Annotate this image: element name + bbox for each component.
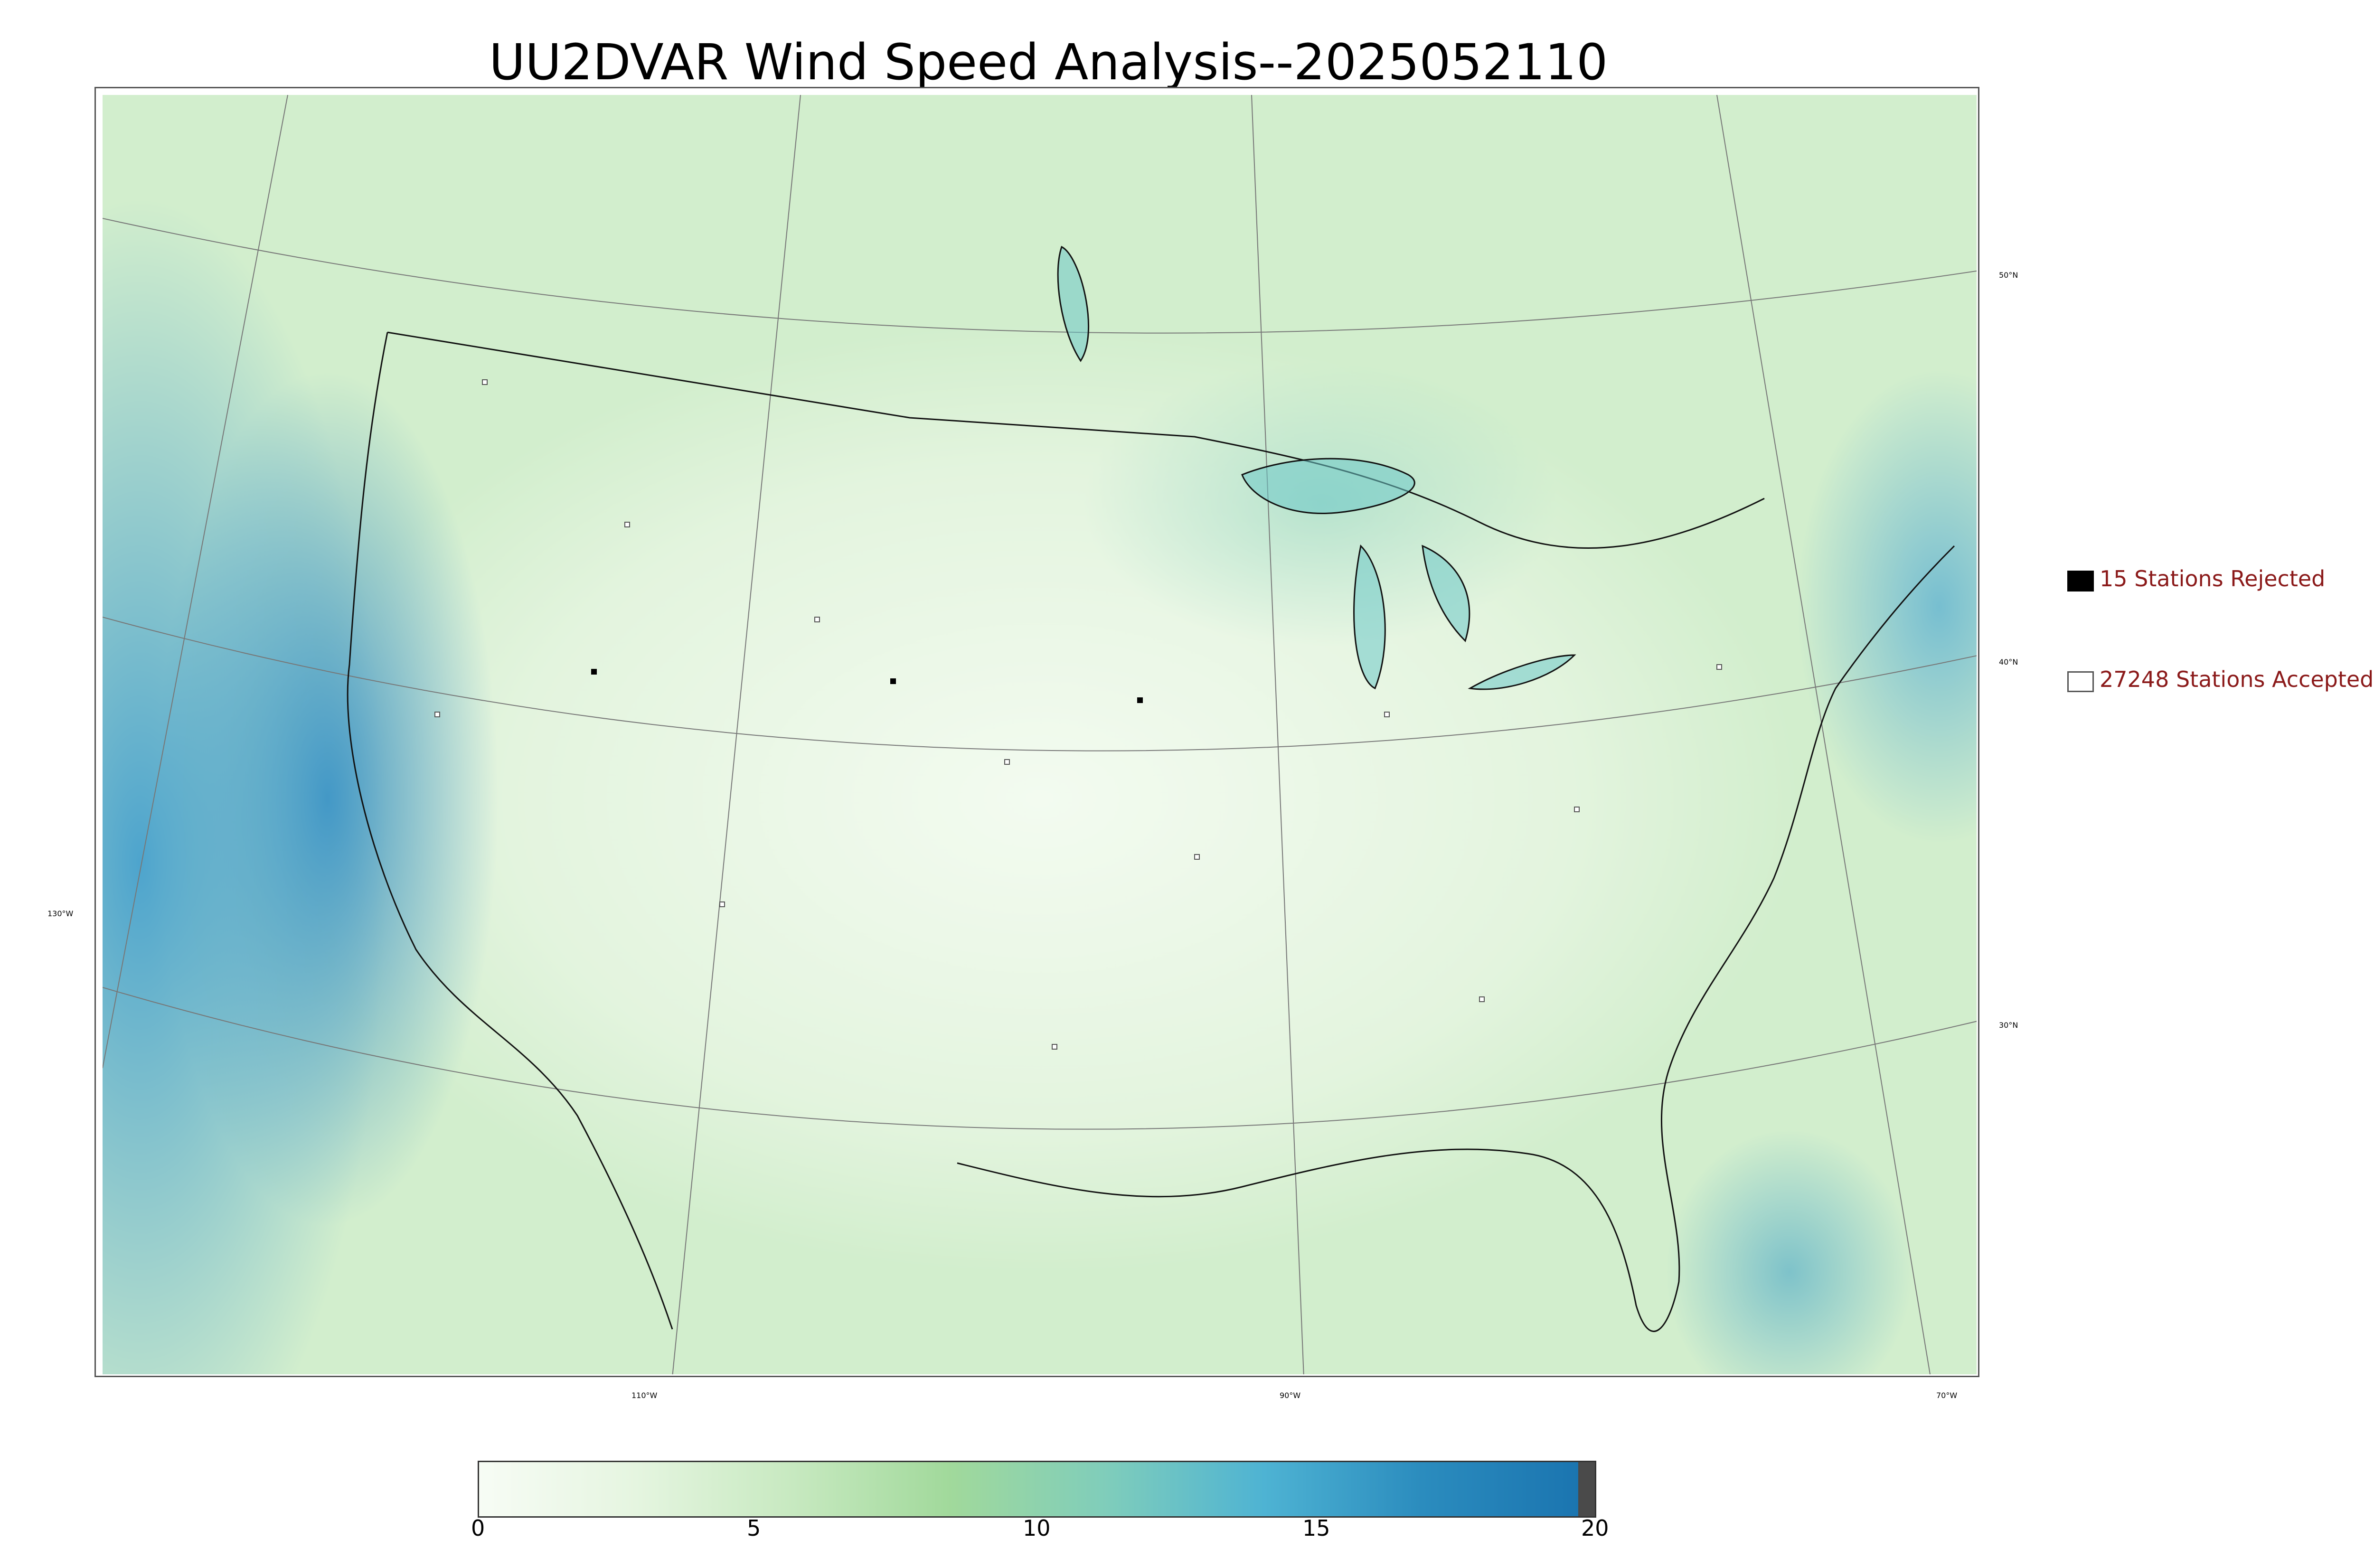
accepted-station: [1194, 854, 1200, 860]
rejected-station: [890, 678, 896, 684]
wind-speed-field[interactable]: [103, 95, 1977, 1374]
lake-huron: [1422, 545, 1470, 642]
lake-superior: [1241, 458, 1415, 514]
graticule-lat-50: [103, 218, 1977, 334]
accepted-station: [482, 379, 488, 385]
accepted-station: [719, 901, 725, 907]
graticule-lon-130: [103, 95, 288, 1069]
accepted-station: [1574, 807, 1580, 812]
colorbar-tick-15: 15: [1302, 1515, 1330, 1541]
lat-label-50n: 50°N: [1999, 271, 2018, 280]
graticule-lon-110: [672, 95, 801, 1374]
lon-label-70w: 70°W: [1936, 1391, 1958, 1400]
colorbar-tick-10: 10: [1023, 1515, 1051, 1541]
accepted-count-label: 27248 Stations Accepted: [2100, 667, 2374, 692]
lon-label-90w: 90°W: [1280, 1391, 1301, 1400]
accepted-station: [1716, 664, 1722, 670]
rejected-marker-swatch: [2067, 571, 2094, 592]
graticule-lon-70: [1716, 95, 1931, 1374]
accepted-station: [1052, 1044, 1057, 1050]
map-frame[interactable]: [94, 87, 1979, 1377]
lon-label-130w: 130°W: [47, 909, 74, 918]
accepted-station: [814, 617, 820, 622]
graticule-lat-40: [103, 617, 1977, 751]
colorbar-tick-5: 5: [747, 1515, 761, 1541]
lake-erie: [1468, 654, 1576, 690]
gulf-coastline: [957, 1068, 1680, 1332]
lat-label-30n: 30°N: [1999, 1021, 2018, 1030]
accepted-station: [1384, 712, 1390, 717]
rejected-station: [591, 669, 597, 675]
accepted-station: [434, 712, 440, 717]
west-coastline: [347, 332, 673, 1330]
accepted-marker-swatch: [2067, 671, 2094, 692]
colorbar-tick-0: 0: [471, 1515, 485, 1541]
east-coastline: [1668, 545, 1955, 1069]
lat-label-40n: 40°N: [1999, 657, 2018, 667]
colorbar-tick-20: 20: [1581, 1515, 1609, 1541]
graticule-lon-90: [1251, 95, 1304, 1374]
rejected-count-label: 15 Stations Rejected: [2100, 566, 2326, 592]
accepted-station: [1004, 759, 1010, 765]
map-canvas: [103, 95, 1977, 1374]
lake-michigan: [1353, 544, 1386, 690]
accepted-station: [624, 522, 630, 527]
accepted-station: [1479, 996, 1485, 1002]
wind-speed-colorbar: [478, 1461, 1596, 1518]
rejected-station: [1137, 697, 1143, 703]
lon-label-110w: 110°W: [631, 1391, 658, 1400]
map-title: UU2DVAR Wind Speed Analysis--2025052110: [489, 33, 1608, 91]
us-canada-border: [387, 331, 1765, 549]
graticule-lat-30: [103, 987, 1977, 1130]
lake-winnipeg: [1057, 245, 1090, 362]
